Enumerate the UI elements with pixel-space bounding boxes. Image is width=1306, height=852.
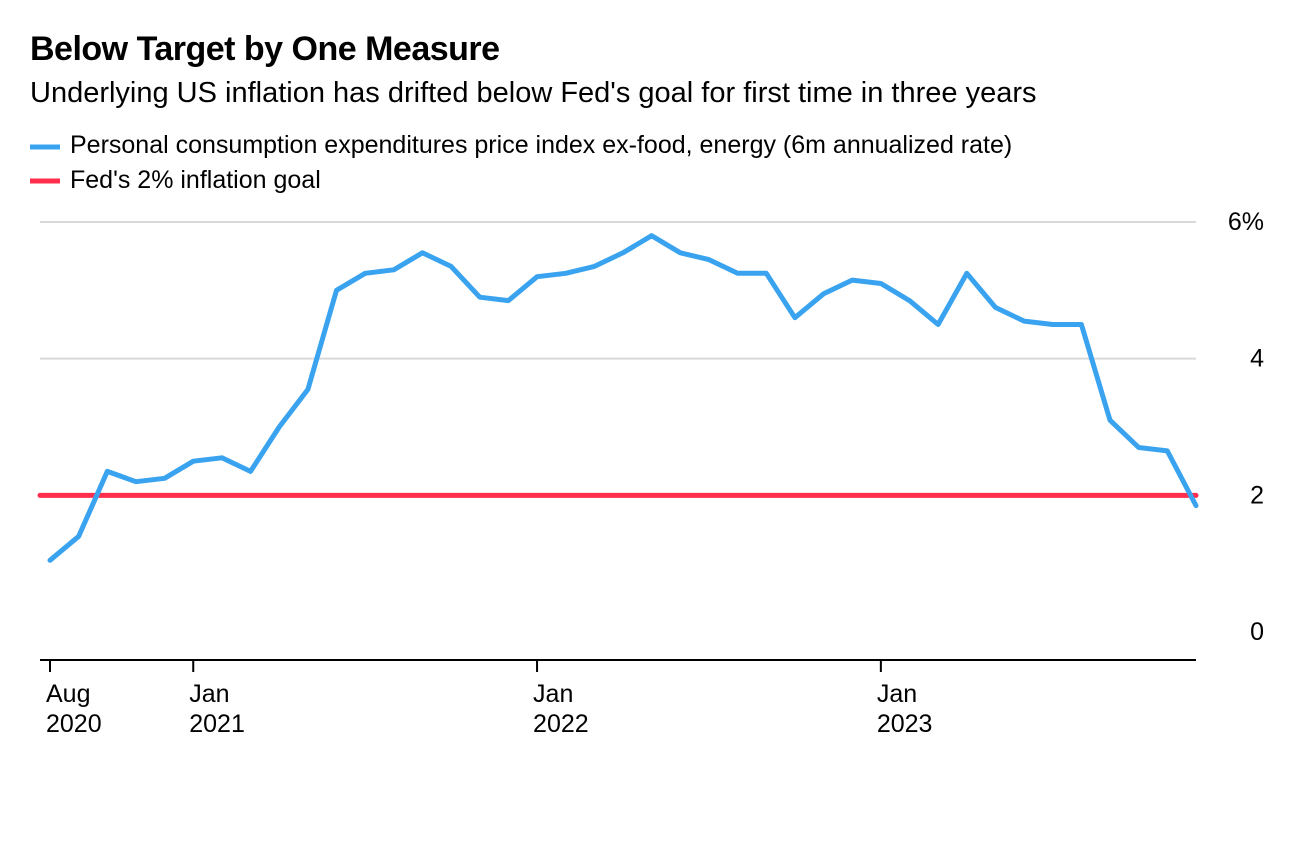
chart-title: Below Target by One Measure xyxy=(30,30,1276,69)
svg-text:2: 2 xyxy=(1250,482,1264,510)
legend-label-series2: Fed's 2% inflation goal xyxy=(70,166,321,194)
svg-text:2022: 2022 xyxy=(533,710,589,732)
legend-item-series2: Fed's 2% inflation goal xyxy=(30,164,1276,197)
svg-text:2020: 2020 xyxy=(46,710,102,732)
svg-text:Jan: Jan xyxy=(533,680,573,708)
legend-label-series1: Personal consumption expenditures price … xyxy=(70,131,1012,159)
svg-text:2023: 2023 xyxy=(877,710,933,732)
svg-text:Aug: Aug xyxy=(46,680,90,708)
legend-item-series1: Personal consumption expenditures price … xyxy=(30,129,1276,162)
svg-text:Jan: Jan xyxy=(189,680,229,708)
line-chart-svg: 0246%Aug2020Jan2021Jan2022Jan2023 xyxy=(30,212,1276,732)
chart-legend: Personal consumption expenditures price … xyxy=(30,129,1276,196)
svg-text:0: 0 xyxy=(1250,618,1264,646)
svg-text:Jan: Jan xyxy=(877,680,917,708)
chart-area: 0246%Aug2020Jan2021Jan2022Jan2023 xyxy=(30,212,1276,732)
svg-text:6%: 6% xyxy=(1228,212,1264,236)
pce-series-line xyxy=(50,236,1196,561)
legend-swatch-series2 xyxy=(30,174,60,188)
svg-text:2021: 2021 xyxy=(189,710,245,732)
svg-text:4: 4 xyxy=(1250,345,1264,373)
legend-swatch-series1 xyxy=(30,140,60,154)
chart-subtitle: Underlying US inflation has drifted belo… xyxy=(30,75,1276,111)
